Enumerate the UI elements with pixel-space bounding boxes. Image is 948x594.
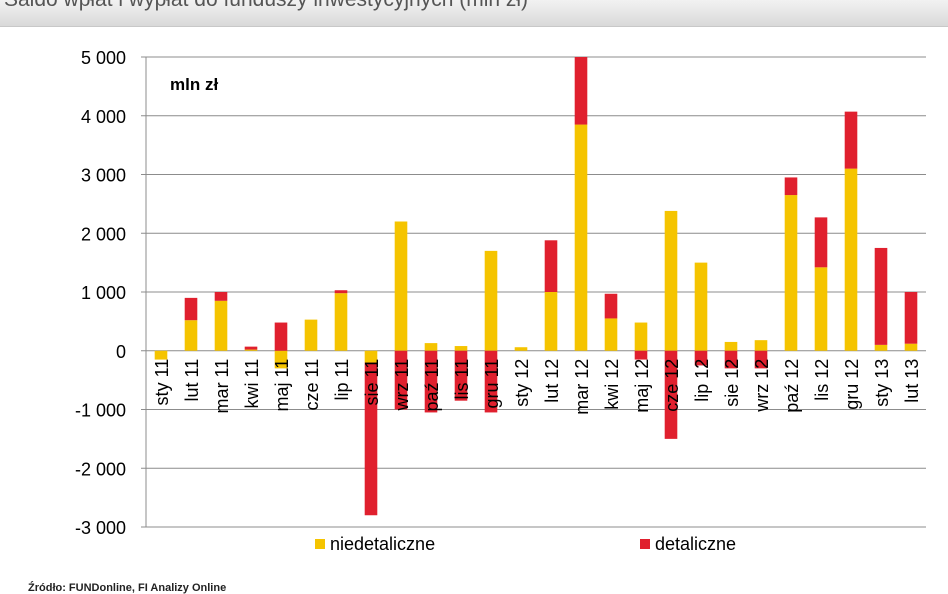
x-tick-label: sty 11 [152, 359, 172, 406]
bar-niedetaliczne [724, 341, 738, 351]
legend-label: niedetaliczne [330, 534, 435, 554]
x-tick-label: mar 12 [572, 359, 592, 415]
x-tick-label: maj 11 [272, 359, 292, 412]
x-tick-label: wrz 12 [752, 359, 772, 413]
bar-niedetaliczne [574, 124, 588, 351]
x-tick-label: wrz 11 [392, 359, 412, 412]
x-tick-label: gru 12 [842, 359, 862, 410]
x-axis-labels: sty 11 lut 11 mar 11 kwi 11 maj 11 cze 11 lip … [152, 359, 922, 415]
y-tick-label: 1 000 [81, 283, 126, 303]
bar-detaliczne [814, 217, 828, 268]
y-tick-label: -3 000 [75, 518, 126, 538]
x-tick-label: sty 13 [872, 359, 892, 407]
chart-header: Saldo wpłat i wypłat do funduszy inwesty… [0, 0, 948, 27]
bar-detaliczne [394, 350, 408, 410]
x-tick-label: paź 11 [422, 359, 442, 412]
bar-detaliczne [484, 350, 498, 413]
bar-detaliczne [904, 292, 918, 344]
bar-niedetaliczne [814, 267, 828, 351]
y-tick-label: 3 000 [81, 166, 126, 186]
x-tick-label: paź 12 [782, 359, 802, 413]
legend: niedetaliczne detaliczne [315, 534, 736, 554]
bar-detaliczne [874, 247, 888, 345]
source-note: Źródło: FUNDonline, FI Analizy Online [28, 582, 227, 594]
bar-niedetaliczne [664, 210, 678, 351]
legend-swatch [640, 539, 650, 549]
x-tick-label: cze 12 [662, 359, 682, 412]
bar-niedetaliczne [154, 350, 168, 360]
bar-niedetaliczne [214, 300, 228, 351]
x-tick-label: sie 12 [722, 359, 742, 407]
x-tick-label: lis 11 [452, 359, 472, 400]
bar-detaliczne [364, 362, 378, 516]
legend-label: detaliczne [655, 534, 736, 554]
bar-niedetaliczne [694, 262, 708, 351]
x-tick-label: lut 11 [182, 359, 202, 402]
bar-niedetaliczne [424, 343, 438, 351]
bar-detaliczne [844, 111, 858, 169]
x-tick-label: cze 11 [302, 359, 322, 411]
bar-niedetaliczne [874, 344, 888, 351]
x-tick-label: maj 12 [632, 359, 652, 413]
bar-detaliczne [634, 350, 648, 360]
bar-detaliczne [184, 297, 198, 321]
bar-detaliczne [694, 350, 708, 366]
x-tick-label: lis 12 [812, 359, 832, 401]
y-tick-label: 5 000 [81, 48, 126, 68]
bar-detaliczne [214, 292, 228, 301]
legend-swatch [315, 539, 325, 549]
bar-niedetaliczne [754, 340, 768, 351]
bar-detaliczne [604, 293, 618, 319]
x-tick-label: mar 11 [212, 359, 232, 414]
bar-detaliczne [544, 240, 558, 292]
x-tick-label: lut 13 [902, 359, 922, 403]
bar-niedetaliczne [454, 346, 468, 351]
bar-detaliczne [244, 346, 258, 350]
gridlines [146, 56, 926, 528]
y-tick-label: 0 [116, 342, 126, 362]
y-tick-label: -1 000 [75, 401, 126, 421]
bar-detaliczne [334, 290, 348, 294]
bar-niedetaliczne [514, 347, 528, 351]
bar-niedetaliczne [484, 250, 498, 351]
y-tick-label: -2 000 [75, 459, 126, 479]
x-tick-label: lip 12 [692, 359, 712, 402]
x-tick-label: sty 12 [512, 359, 532, 407]
x-tick-label: kwi 11 [242, 359, 262, 409]
x-tick-label: gru 11 [482, 359, 502, 409]
x-tick-label: kwi 12 [602, 359, 622, 410]
bar-detaliczne [454, 350, 468, 401]
chart-title: Saldo wpłat i wypłat do funduszy inwesty… [4, 0, 528, 12]
bar-niedetaliczne [904, 343, 918, 351]
x-tick-label: lut 12 [542, 359, 562, 403]
bar-detaliczne [274, 322, 288, 351]
bar-detaliczne [424, 350, 438, 413]
bar-detaliczne [664, 350, 678, 439]
bars [154, 57, 918, 516]
bar-niedetaliczne [274, 350, 288, 369]
x-tick-label: lip 11 [332, 359, 352, 401]
unit-label: mln zł [170, 75, 218, 94]
bar-niedetaliczne [784, 195, 798, 351]
axes: -3 000 -2 000 -1 000 0 1 000 2 000 3 000 4 000 5… [75, 48, 147, 538]
bar-niedetaliczne [334, 293, 348, 351]
bar-niedetaliczne [544, 292, 558, 351]
bar-niedetaliczne [604, 318, 618, 351]
bar-detaliczne [574, 57, 588, 125]
bar-detaliczne [784, 177, 798, 196]
bar-niedetaliczne [304, 319, 318, 351]
bar-chart: -3 000 -2 000 -1 000 0 1 000 2 000 3 000 4 000 5… [75, 48, 926, 554]
bar-niedetaliczne [184, 320, 198, 351]
bar-niedetaliczne [244, 349, 258, 351]
bar-detaliczne [724, 350, 738, 369]
bar-niedetaliczne [844, 168, 858, 351]
x-tick-label: sie 11 [362, 359, 382, 406]
y-tick-label: 2 000 [81, 224, 126, 244]
bar-niedetaliczne [634, 322, 648, 351]
bar-niedetaliczne [394, 221, 408, 351]
bar-detaliczne [754, 350, 768, 369]
y-tick-label: 4 000 [81, 107, 126, 127]
bar-niedetaliczne [364, 350, 378, 363]
